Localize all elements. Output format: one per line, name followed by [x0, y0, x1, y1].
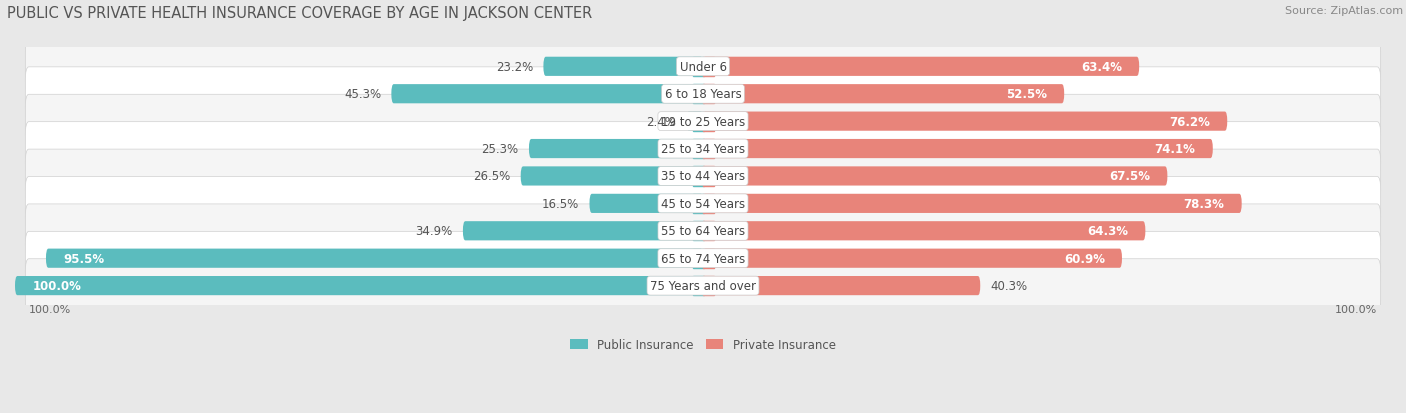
- Text: 64.3%: 64.3%: [1087, 225, 1128, 238]
- FancyBboxPatch shape: [703, 249, 1122, 268]
- FancyBboxPatch shape: [543, 57, 703, 77]
- Text: 26.5%: 26.5%: [472, 170, 510, 183]
- FancyBboxPatch shape: [25, 122, 1381, 176]
- Text: 78.3%: 78.3%: [1184, 197, 1225, 210]
- FancyBboxPatch shape: [25, 150, 1381, 203]
- Bar: [693, 167, 703, 186]
- Bar: [703, 167, 714, 186]
- FancyBboxPatch shape: [686, 112, 703, 131]
- Bar: [703, 57, 714, 77]
- Text: 40.3%: 40.3%: [991, 280, 1028, 292]
- Text: 100.0%: 100.0%: [32, 280, 82, 292]
- Text: 67.5%: 67.5%: [1109, 170, 1150, 183]
- Text: Under 6: Under 6: [679, 61, 727, 74]
- FancyBboxPatch shape: [25, 177, 1381, 231]
- Text: 100.0%: 100.0%: [28, 304, 72, 314]
- Text: 23.2%: 23.2%: [496, 61, 533, 74]
- Bar: [703, 140, 714, 159]
- FancyBboxPatch shape: [703, 276, 980, 295]
- Text: 2.4%: 2.4%: [647, 115, 676, 128]
- FancyBboxPatch shape: [703, 167, 1167, 186]
- FancyBboxPatch shape: [703, 112, 1227, 131]
- Text: 34.9%: 34.9%: [415, 225, 453, 238]
- Legend: Public Insurance, Private Insurance: Public Insurance, Private Insurance: [565, 333, 841, 356]
- FancyBboxPatch shape: [463, 222, 703, 241]
- Bar: [693, 140, 703, 159]
- Bar: [693, 57, 703, 77]
- FancyBboxPatch shape: [25, 40, 1381, 94]
- FancyBboxPatch shape: [703, 194, 1241, 214]
- Text: 60.9%: 60.9%: [1064, 252, 1105, 265]
- Text: 16.5%: 16.5%: [541, 197, 579, 210]
- FancyBboxPatch shape: [25, 259, 1381, 313]
- Bar: [703, 112, 714, 131]
- FancyBboxPatch shape: [520, 167, 703, 186]
- Bar: [703, 222, 714, 241]
- FancyBboxPatch shape: [25, 204, 1381, 258]
- Text: Source: ZipAtlas.com: Source: ZipAtlas.com: [1285, 6, 1403, 16]
- Bar: [703, 194, 714, 214]
- Text: 100.0%: 100.0%: [1334, 304, 1378, 314]
- Text: 35 to 44 Years: 35 to 44 Years: [661, 170, 745, 183]
- Text: 65 to 74 Years: 65 to 74 Years: [661, 252, 745, 265]
- Text: 95.5%: 95.5%: [63, 252, 104, 265]
- Text: 52.5%: 52.5%: [1007, 88, 1047, 101]
- Text: 25.3%: 25.3%: [481, 143, 519, 156]
- Bar: [693, 276, 703, 295]
- Text: 74.1%: 74.1%: [1154, 143, 1195, 156]
- FancyBboxPatch shape: [46, 249, 703, 268]
- FancyBboxPatch shape: [25, 68, 1381, 121]
- FancyBboxPatch shape: [703, 140, 1213, 159]
- Bar: [703, 249, 714, 268]
- Text: 19 to 25 Years: 19 to 25 Years: [661, 115, 745, 128]
- FancyBboxPatch shape: [391, 85, 703, 104]
- Text: 76.2%: 76.2%: [1170, 115, 1211, 128]
- Bar: [693, 222, 703, 241]
- Text: PUBLIC VS PRIVATE HEALTH INSURANCE COVERAGE BY AGE IN JACKSON CENTER: PUBLIC VS PRIVATE HEALTH INSURANCE COVER…: [7, 6, 592, 21]
- Text: 55 to 64 Years: 55 to 64 Years: [661, 225, 745, 238]
- Text: 75 Years and over: 75 Years and over: [650, 280, 756, 292]
- FancyBboxPatch shape: [703, 57, 1139, 77]
- Bar: [693, 112, 703, 131]
- FancyBboxPatch shape: [25, 95, 1381, 149]
- Text: 45.3%: 45.3%: [344, 88, 381, 101]
- FancyBboxPatch shape: [529, 140, 703, 159]
- FancyBboxPatch shape: [703, 85, 1064, 104]
- Text: 6 to 18 Years: 6 to 18 Years: [665, 88, 741, 101]
- FancyBboxPatch shape: [703, 222, 1146, 241]
- Text: 25 to 34 Years: 25 to 34 Years: [661, 143, 745, 156]
- Bar: [693, 85, 703, 104]
- Bar: [703, 276, 714, 295]
- FancyBboxPatch shape: [589, 194, 703, 214]
- Bar: [693, 249, 703, 268]
- FancyBboxPatch shape: [25, 232, 1381, 285]
- Text: 45 to 54 Years: 45 to 54 Years: [661, 197, 745, 210]
- Bar: [693, 194, 703, 214]
- Text: 63.4%: 63.4%: [1081, 61, 1122, 74]
- Bar: [703, 85, 714, 104]
- FancyBboxPatch shape: [15, 276, 703, 295]
